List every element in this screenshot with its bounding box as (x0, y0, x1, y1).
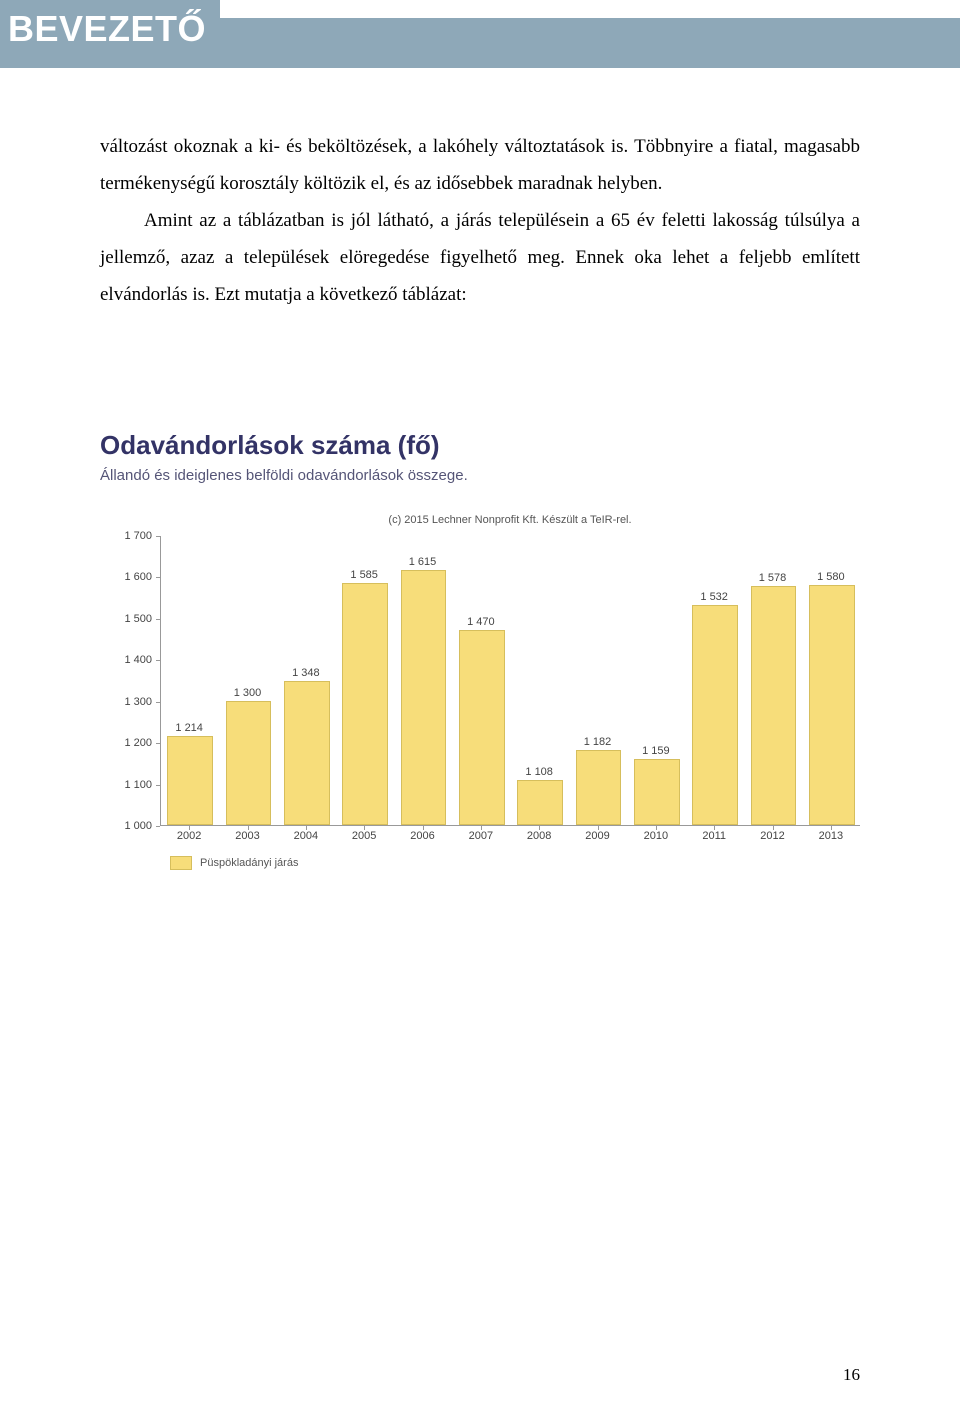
bar-value-label: 1 615 (409, 556, 437, 568)
bar-value-label: 1 580 (817, 571, 845, 583)
bar-value-label: 1 532 (700, 591, 728, 603)
bar-value-label: 1 585 (350, 569, 378, 581)
x-tick-label: 2002 (177, 830, 201, 842)
bar (167, 736, 213, 825)
chart-credit: (c) 2015 Lechner Nonprofit Kft. Készült … (100, 514, 860, 526)
bar (459, 630, 505, 825)
y-tick-mark (156, 743, 160, 744)
bar (692, 605, 738, 825)
x-tick-label: 2008 (527, 830, 551, 842)
y-tick-label: 1 700 (124, 530, 152, 542)
bar (576, 750, 622, 825)
migration-chart: Odavándorlások száma (fő) Állandó és ide… (100, 430, 860, 846)
legend-swatch (170, 856, 192, 870)
x-tick-label: 2010 (644, 830, 668, 842)
bar (284, 681, 330, 825)
bar-value-label: 1 108 (525, 766, 553, 778)
header-title-box: BEVEZETŐ (0, 0, 220, 68)
paragraph-2: Amint az a táblázatban is jól látható, a… (100, 202, 860, 313)
bar-value-label: 1 578 (759, 572, 787, 584)
chart-legend: Püspökladányi járás (170, 856, 298, 870)
bar-value-label: 1 300 (234, 687, 262, 699)
bar-value-label: 1 214 (175, 722, 203, 734)
paragraph-1: változást okoznak a ki- és beköltözések,… (100, 128, 860, 202)
y-tick-label: 1 100 (124, 779, 152, 791)
bar-value-label: 1 470 (467, 616, 495, 628)
page-heading: BEVEZETŐ (8, 8, 206, 50)
bar (226, 701, 272, 825)
y-tick-mark (156, 660, 160, 661)
x-tick-label: 2012 (760, 830, 784, 842)
chart-title: Odavándorlások száma (fő) (100, 430, 860, 461)
y-tick-label: 1 600 (124, 571, 152, 583)
bar-value-label: 1 348 (292, 667, 320, 679)
bar (517, 780, 563, 825)
bar (634, 759, 680, 825)
x-tick-label: 2004 (294, 830, 318, 842)
x-tick-label: 2006 (410, 830, 434, 842)
page-number: 16 (843, 1365, 860, 1385)
y-tick-label: 1 200 (124, 737, 152, 749)
bar (401, 570, 447, 825)
bar (342, 583, 388, 825)
y-tick-mark (156, 702, 160, 703)
y-tick-label: 1 400 (124, 654, 152, 666)
y-tick-mark (156, 536, 160, 537)
y-tick-label: 1 000 (124, 820, 152, 832)
y-tick-mark (156, 577, 160, 578)
bar-value-label: 1 159 (642, 745, 670, 757)
bar (809, 585, 855, 825)
x-tick-label: 2005 (352, 830, 376, 842)
body-text: változást okoznak a ki- és beköltözések,… (100, 128, 860, 313)
x-tick-label: 2007 (469, 830, 493, 842)
chart-subtitle: Állandó és ideiglenes belföldi odavándor… (100, 467, 860, 484)
y-tick-label: 1 500 (124, 613, 152, 625)
x-tick-label: 2009 (585, 830, 609, 842)
y-tick-mark (156, 826, 160, 827)
x-tick-label: 2013 (819, 830, 843, 842)
x-tick-label: 2003 (235, 830, 259, 842)
y-tick-mark (156, 785, 160, 786)
x-tick-label: 2011 (702, 830, 726, 842)
y-tick-label: 1 300 (124, 696, 152, 708)
y-tick-mark (156, 619, 160, 620)
chart-plot-area: Püspökladányi járás 1 0001 1001 2001 300… (100, 536, 860, 846)
legend-label: Püspökladányi járás (200, 857, 298, 869)
bar (751, 586, 797, 825)
bar-value-label: 1 182 (584, 736, 612, 748)
plot-inner (160, 536, 860, 826)
